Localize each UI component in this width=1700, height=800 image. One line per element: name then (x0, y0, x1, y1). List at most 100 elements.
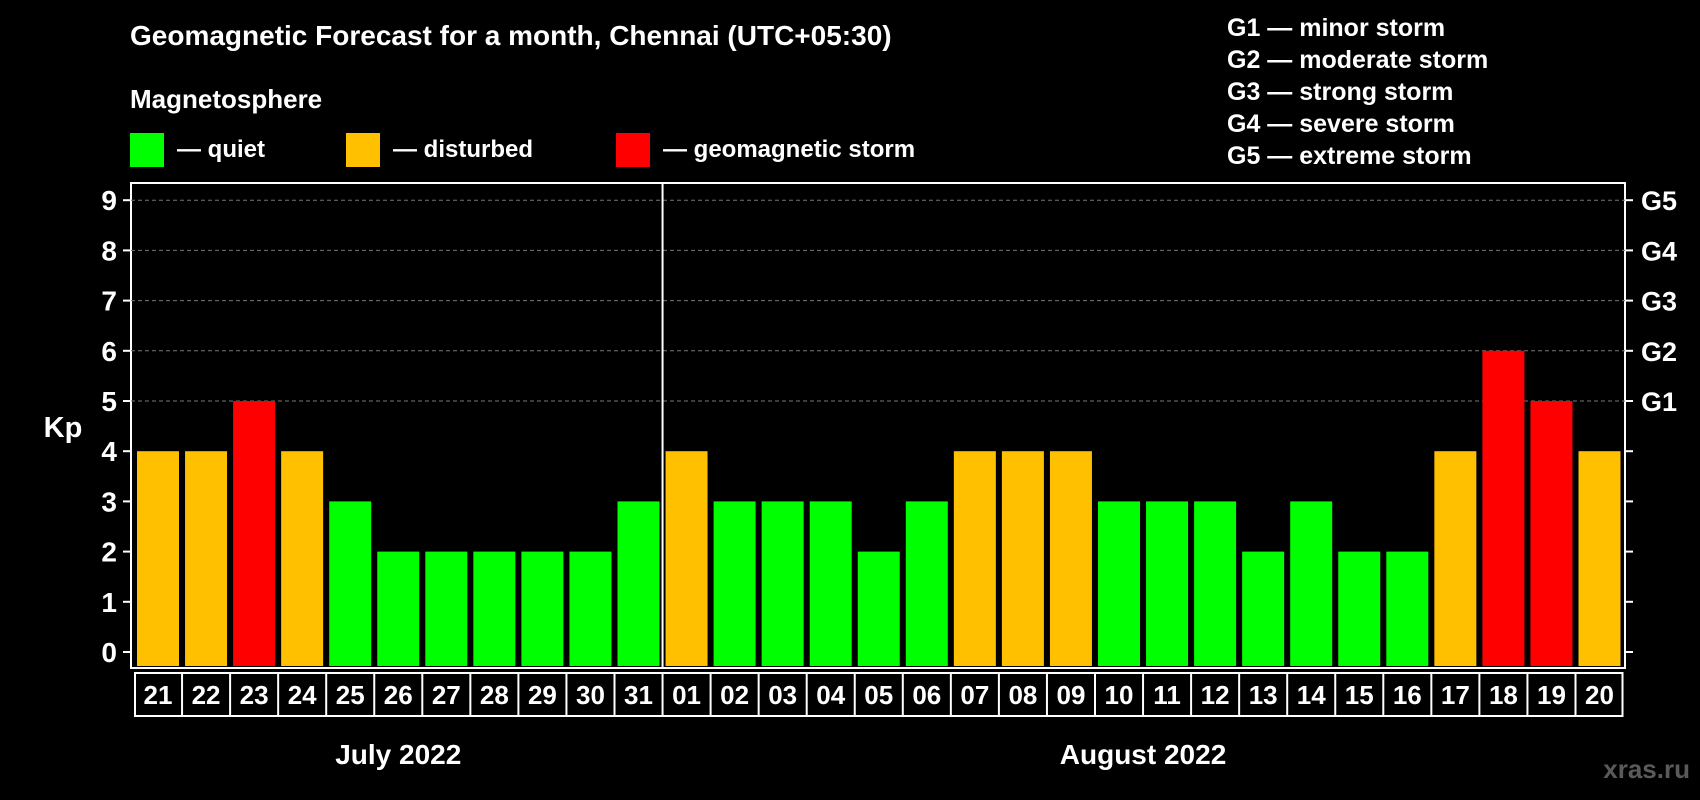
date-label-20: 20 (1585, 680, 1614, 710)
date-label-22: 22 (192, 680, 221, 710)
date-label-31: 31 (624, 680, 653, 710)
legend-label-storm: — geomagnetic storm (663, 136, 916, 163)
storm-axis-label: G4 (1641, 236, 1677, 266)
date-label-28: 28 (480, 680, 509, 710)
legend-label-quiet: — quiet (177, 136, 265, 163)
date-label-21: 21 (144, 680, 173, 710)
date-label-10: 10 (1105, 680, 1134, 710)
chart-title: Geomagnetic Forecast for a month, Chenna… (130, 20, 892, 51)
legend-item-storm: — geomagnetic storm (616, 133, 915, 167)
date-label-06: 06 (912, 680, 941, 710)
date-label-17: 17 (1441, 680, 1470, 710)
date-label-15: 15 (1345, 680, 1374, 710)
legend-heading: Magnetosphere (130, 84, 323, 114)
date-label-13: 13 (1249, 680, 1278, 710)
storm-level-g2: G2 — moderate storm (1227, 46, 1489, 74)
bar-27 (425, 551, 468, 666)
date-row-frame (134, 672, 1624, 717)
bar-10 (1098, 501, 1140, 666)
date-label-09: 09 (1056, 680, 1085, 710)
date-label-16: 16 (1393, 680, 1422, 710)
bar-16 (1386, 551, 1429, 666)
date-label-29: 29 (528, 680, 557, 710)
storm-level-g4: G4 — severe storm (1227, 110, 1455, 138)
bar-24 (281, 451, 324, 666)
date-label-14: 14 (1297, 680, 1326, 710)
bar-20 (1578, 451, 1621, 666)
date-label-07: 07 (960, 680, 989, 710)
date-label-19: 19 (1537, 680, 1566, 710)
bar-21 (137, 451, 179, 666)
bar-06 (905, 501, 948, 666)
bar-22 (185, 451, 228, 666)
date-label-18: 18 (1489, 680, 1518, 710)
date-label-27: 27 (432, 680, 461, 710)
color-legend: — quiet — disturbed — geomagnetic storm (130, 133, 1030, 167)
legend-item-quiet: — quiet (130, 133, 265, 167)
bar-08 (1001, 451, 1044, 666)
y-tick-label: 9 (101, 185, 117, 216)
legend-swatch-disturbed (346, 133, 380, 167)
bar-26 (377, 551, 420, 666)
bar-01 (665, 451, 708, 666)
storm-axis-label: G5 (1641, 186, 1677, 216)
legend-swatch-storm (616, 133, 650, 167)
date-label-26: 26 (384, 680, 413, 710)
date-label-24: 24 (288, 680, 317, 710)
date-label-05: 05 (864, 680, 893, 710)
storm-axis-label: G2 (1641, 337, 1677, 367)
legend-label-disturbed: — disturbed (393, 136, 534, 163)
y-tick-label: 1 (101, 587, 117, 618)
y-axis-label: Kp (44, 412, 83, 444)
date-label-08: 08 (1008, 680, 1037, 710)
date-label-12: 12 (1201, 680, 1230, 710)
y-tick-label: 8 (101, 235, 117, 266)
bar-12 (1194, 501, 1237, 666)
y-tick-label: 7 (101, 286, 117, 317)
bar-30 (569, 551, 612, 666)
storm-level-g5: G5 — extreme storm (1227, 142, 1472, 170)
y-tick-label: 5 (101, 386, 117, 417)
bar-17 (1434, 451, 1477, 666)
bar-14 (1290, 501, 1333, 666)
date-label-23: 23 (240, 680, 269, 710)
bar-02 (713, 501, 756, 666)
storm-axis-label: G1 (1641, 387, 1677, 417)
bar-19 (1530, 401, 1573, 666)
date-label-04: 04 (816, 680, 845, 710)
bar-23 (233, 401, 276, 666)
bar-29 (521, 551, 564, 666)
bar-09 (1049, 451, 1092, 666)
bar-11 (1146, 501, 1189, 666)
date-label-11: 11 (1153, 680, 1181, 710)
bar-05 (857, 551, 900, 666)
bar-15 (1338, 551, 1381, 666)
date-label-30: 30 (576, 680, 605, 710)
date-label-03: 03 (768, 680, 797, 710)
bar-18 (1482, 350, 1525, 666)
bar-07 (953, 451, 996, 666)
storm-axis-label: G3 (1641, 287, 1677, 317)
y-tick-label: 6 (101, 336, 117, 367)
bar-13 (1242, 551, 1285, 666)
date-label-02: 02 (720, 680, 749, 710)
plot-frame (130, 182, 1626, 669)
storm-level-g1: G1 — minor storm (1227, 14, 1446, 42)
month-label-1: August 2022 (1060, 739, 1227, 770)
bar-25 (329, 501, 372, 666)
legend-swatch-quiet (130, 133, 164, 167)
bar-04 (809, 501, 852, 666)
month-label-0: July 2022 (335, 739, 461, 770)
bar-03 (761, 501, 804, 666)
storm-level-g3: G3 — strong storm (1227, 78, 1454, 106)
y-tick-label: 2 (101, 537, 117, 568)
bar-28 (473, 551, 516, 666)
watermark: xras.ru (1603, 754, 1690, 784)
date-label-25: 25 (336, 680, 365, 710)
bar-31 (617, 501, 660, 666)
y-tick-label: 0 (101, 637, 117, 668)
date-label-01: 01 (672, 680, 701, 710)
storm-level-legend: G1 — minor storm G2 — moderate storm G3 … (1227, 12, 1488, 172)
legend-item-disturbed: — disturbed (346, 133, 533, 167)
